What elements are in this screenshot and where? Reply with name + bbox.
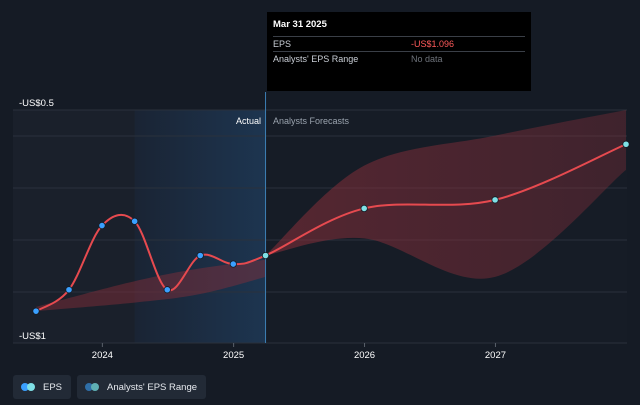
- actual-range-band: [36, 259, 266, 312]
- actual-eps-point[interactable]: [98, 221, 106, 230]
- x-tick-label: 2024: [92, 350, 113, 361]
- tooltip-row-eps: EPS -US$1.096: [273, 36, 525, 51]
- x-tick-label: 2026: [354, 350, 375, 361]
- tooltip-eps-value: -US$1.096: [411, 39, 455, 49]
- legend: EPS Analysts' EPS Range: [13, 375, 207, 399]
- forecast-eps-point[interactable]: [491, 196, 499, 204]
- past-year-highlight: [134, 110, 266, 343]
- tooltip-date: Mar 31 2025: [273, 19, 327, 30]
- eps-points: [32, 140, 630, 315]
- actual-eps-point[interactable]: [163, 286, 171, 294]
- actual-eps-point[interactable]: [32, 307, 40, 315]
- actual-eps-point[interactable]: [65, 286, 73, 294]
- tooltip-range-label: Analysts' EPS Range: [273, 54, 359, 64]
- forecast-eps-point[interactable]: [360, 204, 368, 213]
- tooltip-range-value: No data: [411, 54, 443, 64]
- legend-item-eps[interactable]: EPS: [13, 375, 72, 399]
- y-axis-top-label: -US$0.5: [19, 98, 54, 109]
- x-axis-ticks: 2024 2025 2026 2027: [92, 343, 506, 361]
- eps-series-line: [35, 143, 627, 313]
- tooltip-row-range: Analysts' EPS Range No data: [273, 51, 525, 66]
- legend-label-eps: EPS: [43, 381, 63, 393]
- actual-eps-point[interactable]: [131, 217, 139, 225]
- tooltip: Mar 31 2025 EPS -US$1.096 Analysts' EPS …: [267, 12, 531, 91]
- forecast-eps-point[interactable]: [622, 140, 630, 148]
- x-tick-label: 2025: [223, 350, 244, 361]
- actual-label: Actual: [236, 116, 261, 126]
- forecast-range-band: [265, 110, 626, 279]
- actual-eps-point[interactable]: [229, 260, 237, 268]
- eps-range-bands: [36, 110, 626, 312]
- tooltip-eps-label: EPS: [273, 39, 292, 49]
- forecast-label: Analysts Forecasts: [273, 116, 350, 126]
- forecast-eps-point[interactable]: [261, 251, 270, 260]
- x-tick-label: 2027: [485, 350, 506, 361]
- eps-legend-icon: [21, 383, 37, 391]
- legend-label-range: Analysts' EPS Range: [107, 381, 198, 393]
- legend-item-range[interactable]: Analysts' EPS Range: [77, 375, 207, 399]
- actual-eps-point[interactable]: [196, 251, 204, 260]
- y-axis-bottom-label: -US$1: [19, 331, 46, 342]
- range-legend-icon: [85, 383, 101, 391]
